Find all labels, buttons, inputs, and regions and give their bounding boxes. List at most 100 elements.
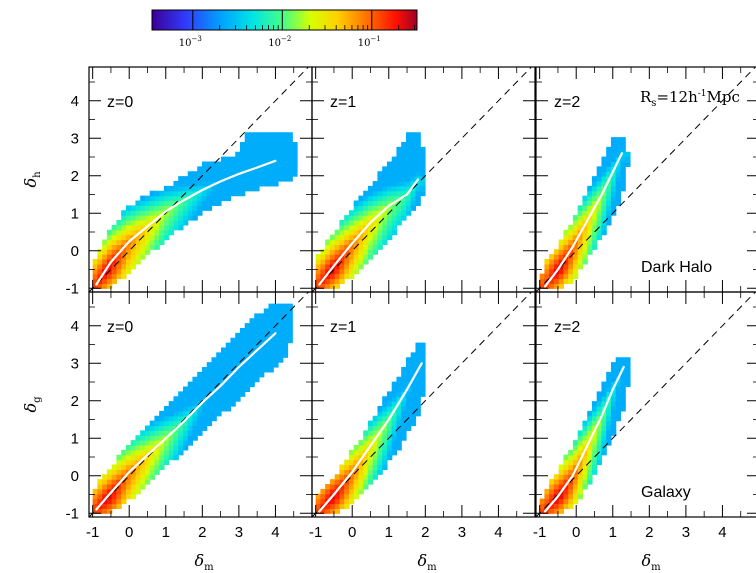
density-cell <box>348 488 355 495</box>
density-cell <box>591 244 598 250</box>
density-cell <box>140 435 146 441</box>
density-cell <box>382 435 388 441</box>
density-cell <box>173 401 179 407</box>
density-cell <box>287 137 293 143</box>
density-cell <box>292 171 298 177</box>
density-cell <box>396 406 402 412</box>
density-cell <box>249 337 255 344</box>
density-cell <box>273 347 279 353</box>
density-cell <box>549 479 555 485</box>
density-cell <box>553 498 560 505</box>
density-cell <box>405 420 412 427</box>
density-cell <box>287 132 293 138</box>
density-cell <box>582 229 588 236</box>
density-cell <box>235 362 241 368</box>
density-cell <box>601 425 607 431</box>
density-cell <box>125 259 132 265</box>
density-cell <box>239 391 246 397</box>
density-cell <box>610 381 617 388</box>
density-cell <box>420 357 426 363</box>
density-cell <box>405 161 412 167</box>
density-cell <box>596 190 603 197</box>
density-cell <box>601 396 607 402</box>
one-to-one-reference-line <box>89 67 310 292</box>
density-cell <box>372 185 379 192</box>
density-cell <box>244 362 251 368</box>
density-cell <box>353 474 360 480</box>
density-cell <box>225 161 232 167</box>
density-cell <box>344 234 350 241</box>
density-cell <box>244 171 251 177</box>
density-cell <box>206 200 213 206</box>
density-cell <box>410 176 417 182</box>
density-cell <box>282 161 289 167</box>
density-cell <box>405 362 412 368</box>
density-cell <box>553 283 560 289</box>
density-cell <box>582 459 588 466</box>
density-cell <box>568 469 574 475</box>
density-cell <box>116 220 122 226</box>
density-cell <box>591 454 598 461</box>
density-cell <box>415 156 421 163</box>
colorbar-tick-label: 10−1 <box>358 35 381 49</box>
density-cell <box>358 239 364 245</box>
density-cell <box>334 493 341 500</box>
density-cell <box>163 459 170 466</box>
density-cell <box>197 386 203 392</box>
density-cell <box>358 259 364 265</box>
density-cell <box>344 273 350 280</box>
density-cell <box>320 249 326 255</box>
density-cell <box>344 215 350 221</box>
density-cell <box>339 234 345 241</box>
density-cell <box>268 303 274 310</box>
density-cell <box>420 190 426 197</box>
density-cell <box>606 185 612 192</box>
density-cell <box>572 229 579 236</box>
density-cell <box>325 273 331 280</box>
density-cell <box>197 205 203 211</box>
density-cell <box>344 503 350 509</box>
density-cell <box>558 283 565 289</box>
x-axis-label: δm <box>418 551 438 573</box>
density-cell <box>121 498 127 505</box>
density-cell <box>610 367 617 373</box>
density-cell <box>348 220 355 226</box>
density-cell <box>572 234 579 241</box>
density-cell <box>173 195 179 202</box>
density-cell <box>135 220 141 226</box>
density-cell <box>582 234 588 241</box>
density-cell <box>386 396 393 402</box>
density-cell <box>582 435 588 441</box>
density-cell <box>192 176 198 182</box>
density-cell <box>278 357 284 363</box>
density-cell <box>140 229 146 236</box>
density-cell <box>568 459 574 466</box>
density-cell <box>558 493 565 500</box>
density-cell <box>201 166 208 172</box>
density-cell <box>420 181 426 187</box>
density-cell <box>572 244 579 250</box>
density-cell <box>121 469 127 475</box>
density-cell <box>358 459 364 466</box>
density-cell <box>102 493 108 500</box>
density-cell <box>553 488 560 495</box>
density-cell <box>268 156 274 163</box>
density-cell <box>258 181 265 187</box>
x-tick-label: 2 <box>645 524 653 541</box>
density-cell <box>558 239 565 245</box>
density-cell <box>278 342 284 349</box>
density-cell <box>192 391 198 397</box>
density-cell <box>249 151 255 158</box>
x-tick-label: 4 <box>718 524 726 541</box>
density-cell <box>144 239 151 245</box>
density-cell <box>386 229 393 236</box>
density-cell <box>216 181 222 187</box>
density-cell <box>92 493 99 500</box>
density-cell <box>625 161 631 167</box>
density-cell <box>154 430 160 436</box>
density-cell <box>178 210 184 216</box>
density-cell <box>601 430 607 436</box>
density-cell <box>577 474 584 480</box>
density-cell <box>549 493 555 500</box>
density-cell <box>386 406 393 412</box>
